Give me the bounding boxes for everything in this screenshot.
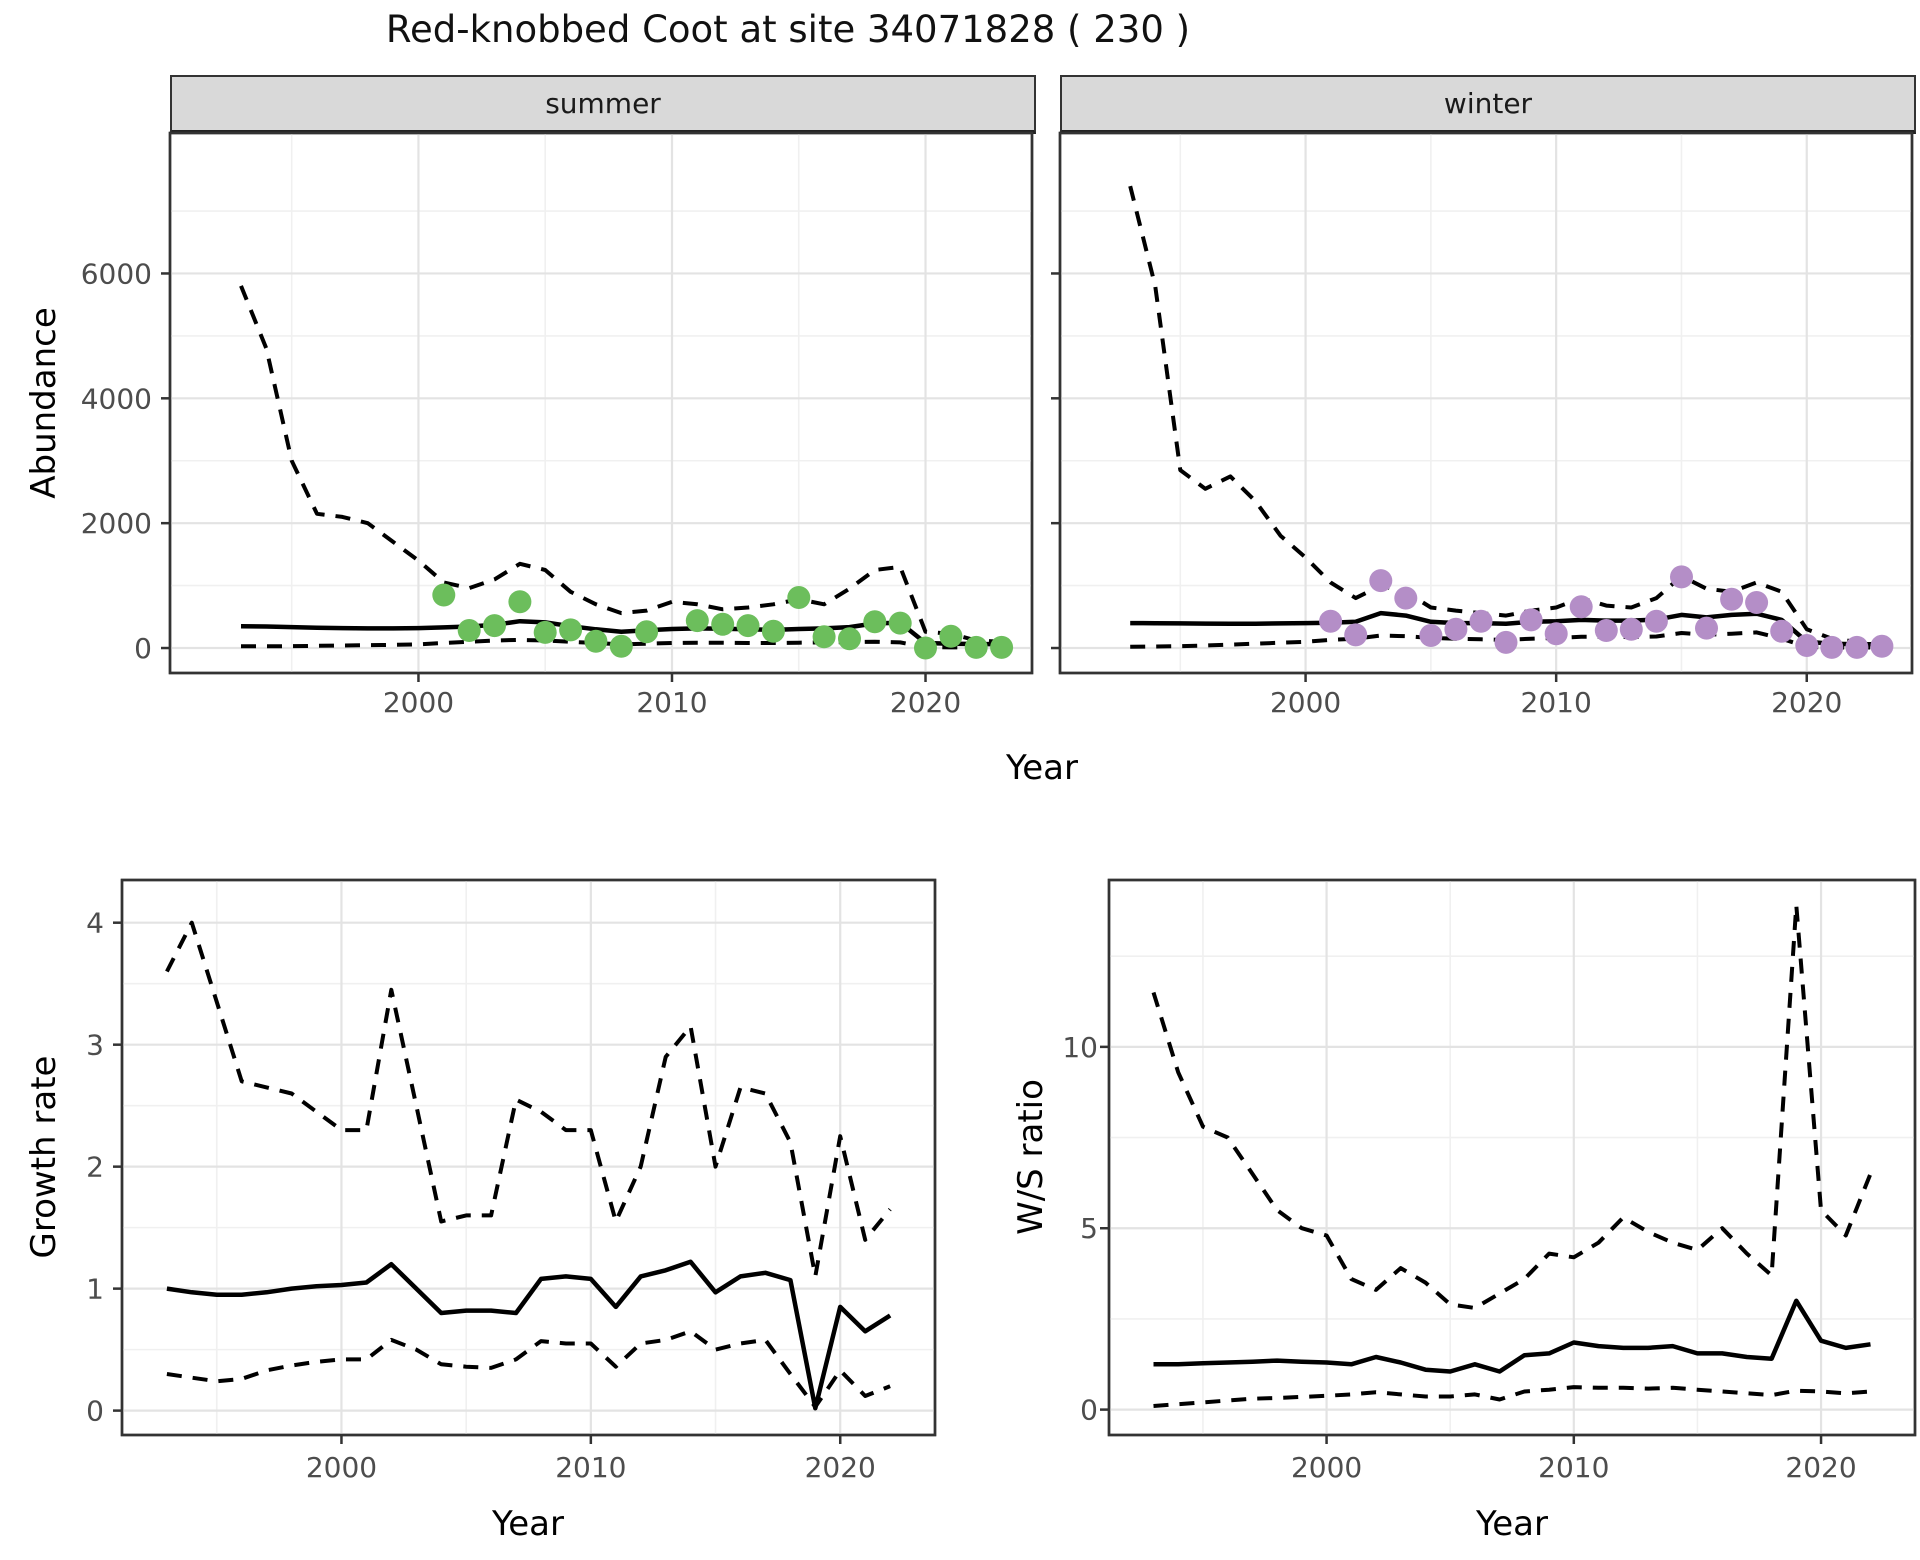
observed-counts-summer-point — [939, 624, 963, 648]
x-tick-label: 2010 — [1538, 1451, 1609, 1484]
observed-counts-winter-point — [1494, 630, 1518, 654]
observed-counts-winter-point — [1695, 616, 1718, 640]
observed-counts-summer-point — [483, 614, 506, 638]
upper-95CI-line — [165, 920, 892, 1279]
y-tick-label: 1 — [86, 1273, 104, 1306]
observed-counts-winter-point — [1444, 617, 1468, 641]
observed-counts-winter-point — [1644, 609, 1668, 633]
observed-counts-summer-point — [635, 620, 659, 644]
facet-strip-summer: summer — [170, 75, 1036, 134]
observed-counts-winter-point — [1519, 608, 1543, 632]
y-tick-label: 2000 — [81, 507, 152, 540]
lower-95CI-line — [166, 1329, 891, 1409]
observed-counts-summer-point — [457, 619, 481, 642]
x-axis-title-year-growth: Year — [492, 1504, 564, 1544]
lower-95CI-line — [1153, 1385, 1871, 1408]
y-tick-label: 0 — [134, 632, 152, 665]
panel-ws-ratio — [1107, 878, 1917, 1437]
observed-counts-winter-point — [1619, 617, 1643, 641]
facet-strip-winter: winter — [1060, 75, 1916, 134]
observed-counts-summer-point — [838, 627, 861, 651]
observed-counts-summer-point — [787, 586, 811, 609]
x-tick-label: 2000 — [383, 686, 454, 719]
x-tick-label: 2010 — [1521, 686, 1592, 719]
observed-counts-summer-point — [761, 619, 785, 643]
observed-counts-summer-point — [432, 583, 456, 607]
observed-counts-summer-point — [711, 612, 735, 636]
facet-strip-winter-label: winter — [1443, 87, 1533, 120]
observed-counts-summer-point — [863, 610, 887, 634]
panel-border-abundance-summer — [168, 131, 1034, 675]
observed-counts-summer-point — [533, 620, 557, 644]
observed-counts-winter-point — [1770, 619, 1794, 643]
upper-95CI-line — [1128, 185, 1882, 644]
panel-abundance-summer — [168, 131, 1034, 675]
y-tick-label: 6000 — [81, 257, 152, 290]
observed-counts-summer-point — [888, 611, 912, 635]
y-tick-label: 4 — [86, 907, 104, 940]
y-tick-label: 5 — [1080, 1212, 1098, 1245]
y-axis-title-ws-ratio: W/S ratio — [1011, 1079, 1051, 1235]
x-tick-label: 2000 — [1270, 686, 1341, 719]
y-axis-title-abundance: Abundance — [24, 307, 64, 499]
median-line — [166, 1259, 892, 1411]
y-tick-label: 4000 — [81, 382, 152, 415]
upper-95CI-line — [239, 285, 1002, 644]
y-tick-label: 0 — [86, 1395, 104, 1428]
panel-border-growth-rate — [120, 878, 937, 1437]
y-tick-label: 2 — [86, 1151, 104, 1184]
observed-counts-winter-point — [1795, 634, 1819, 657]
panel-growth-rate — [120, 878, 937, 1437]
observed-counts-summer-point — [812, 625, 836, 649]
observed-counts-winter-point — [1720, 587, 1744, 611]
x-tick-label: 2020 — [805, 1451, 876, 1484]
x-axis-title-year-top: Year — [1006, 748, 1078, 788]
observed-counts-winter-point — [1870, 634, 1894, 658]
observed-counts-winter-point — [1745, 591, 1769, 614]
x-tick-label: 2010 — [636, 686, 707, 719]
y-tick-label: 3 — [86, 1029, 104, 1062]
x-tick-label: 2020 — [890, 686, 961, 719]
x-tick-label: 2020 — [1785, 1451, 1856, 1484]
observed-counts-summer-point — [508, 590, 532, 614]
observed-counts-summer-point — [609, 634, 633, 658]
x-tick-label: 2000 — [306, 1451, 377, 1484]
observed-counts-summer-point — [685, 609, 709, 633]
lower-95CI-line — [241, 637, 1002, 650]
observed-counts-winter-point — [1569, 595, 1593, 619]
observed-counts-summer-point — [736, 614, 760, 638]
facet-strip-summer-label: summer — [545, 87, 661, 120]
observed-counts-summer-point — [914, 636, 937, 660]
y-tick-label: 10 — [1062, 1031, 1098, 1064]
observed-counts-winter-point — [1845, 635, 1869, 659]
y-tick-label: 0 — [1080, 1394, 1098, 1427]
observed-counts-summer-point — [559, 618, 583, 642]
y-axis-title-growth-rate: Growth rate — [24, 1055, 64, 1259]
observed-counts-winter-point — [1419, 624, 1443, 647]
observed-counts-winter-point — [1369, 569, 1393, 593]
panel-border-abundance-winter — [1058, 131, 1914, 675]
panel-border-ws-ratio — [1107, 878, 1917, 1437]
observed-counts-winter-point — [1670, 565, 1693, 589]
observed-counts-winter-point — [1469, 609, 1493, 633]
median-line — [1153, 1298, 1871, 1374]
x-tick-label: 2020 — [1771, 686, 1842, 719]
observed-counts-summer-point — [964, 635, 988, 659]
x-tick-label: 2010 — [555, 1451, 626, 1484]
upper-95CI-line — [1151, 903, 1873, 1310]
observed-counts-winter-point — [1319, 609, 1343, 633]
observed-counts-summer-point — [584, 629, 608, 653]
chart-title: Red-knobbed Coot at site 34071828 ( 230 … — [385, 8, 1191, 51]
panel-abundance-winter — [1058, 131, 1914, 675]
observed-counts-summer-point — [990, 635, 1014, 659]
observed-counts-winter-point — [1594, 619, 1618, 642]
observed-counts-winter-point — [1344, 623, 1368, 647]
x-axis-title-year-ws: Year — [1476, 1504, 1548, 1544]
observed-counts-winter-point — [1544, 622, 1568, 646]
x-tick-label: 2000 — [1291, 1451, 1362, 1484]
observed-counts-winter-point — [1820, 635, 1844, 659]
observed-counts-winter-point — [1394, 586, 1418, 610]
